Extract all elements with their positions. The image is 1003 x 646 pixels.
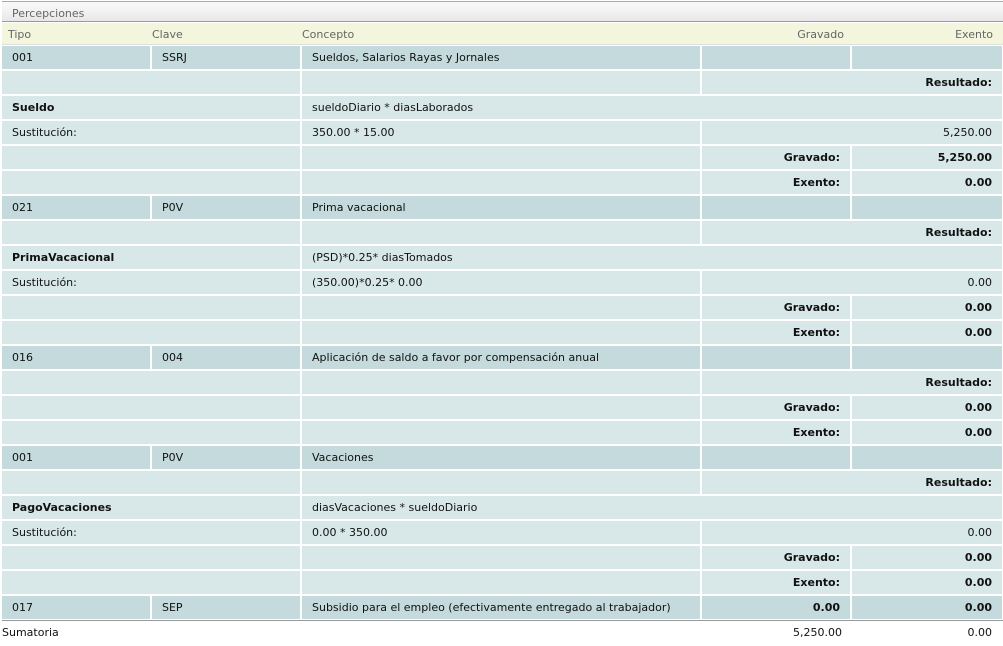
resultado-label: Resultado: — [702, 221, 1002, 244]
resultado-label: Resultado: — [702, 71, 1002, 94]
cell-tipo: 021 — [2, 196, 150, 219]
exento-label: Exento: — [702, 571, 850, 594]
cell-concepto: Subsidio para el empleo (efectivamente e… — [302, 596, 700, 619]
cell-empty — [302, 421, 700, 444]
formula-name: PagoVacaciones — [2, 496, 300, 519]
cell-empty — [302, 221, 700, 244]
cell-exento — [852, 446, 1002, 469]
gravado-label: Gravado: — [702, 296, 850, 319]
column-header-concepto[interactable]: Concepto — [302, 28, 355, 41]
cell-clave: SSRJ — [152, 46, 300, 69]
sumatoria-gravado: 5,250.00 — [793, 626, 842, 639]
cell-gravado — [702, 46, 850, 69]
cell-clave: SEP — [152, 596, 300, 619]
cell-empty — [2, 396, 300, 419]
sustitucion-expression: 350.00 * 15.00 — [302, 121, 700, 144]
cell-empty — [2, 296, 300, 319]
exento-label: Exento: — [702, 171, 850, 194]
gravado-label: Gravado: — [702, 146, 850, 169]
cell-exento — [852, 196, 1002, 219]
divider — [2, 620, 1003, 621]
sumatoria-label: Sumatoria — [2, 626, 59, 639]
column-header-clave[interactable]: Clave — [152, 28, 183, 41]
column-header-gravado[interactable]: Gravado — [797, 28, 844, 41]
gravado-value: 0.00 — [852, 296, 1002, 319]
cell-tipo: 001 — [2, 46, 150, 69]
cell-concepto: Vacaciones — [302, 446, 700, 469]
column-header-exento[interactable]: Exento — [955, 28, 993, 41]
gravado-value: 0.00 — [852, 546, 1002, 569]
cell-empty — [2, 546, 300, 569]
resultado-label: Resultado: — [702, 471, 1002, 494]
cell-empty — [2, 371, 300, 394]
cell-exento: 0.00 — [852, 596, 1002, 619]
cell-exento — [852, 46, 1002, 69]
gravado-label: Gravado: — [702, 396, 850, 419]
cell-empty — [2, 571, 300, 594]
cell-exento — [852, 346, 1002, 369]
cell-clave: P0V — [152, 196, 300, 219]
cell-empty — [2, 146, 300, 169]
gravado-value: 5,250.00 — [852, 146, 1002, 169]
formula-expression: diasVacaciones * sueldoDiario — [302, 496, 1002, 519]
column-header-row: Tipo Clave Concepto Gravado Exento — [2, 23, 1003, 45]
sustitucion-expression: (350.00)*0.25* 0.00 — [302, 271, 700, 294]
cell-empty — [2, 71, 300, 94]
cell-empty — [2, 171, 300, 194]
cell-gravado — [702, 446, 850, 469]
cell-empty — [302, 146, 700, 169]
cell-clave: P0V — [152, 446, 300, 469]
formula-expression: (PSD)*0.25* diasTomados — [302, 246, 1002, 269]
exento-label: Exento: — [702, 421, 850, 444]
panel-title: Percepciones — [2, 1, 1003, 22]
cell-empty — [302, 396, 700, 419]
cell-gravado — [702, 346, 850, 369]
gravado-label: Gravado: — [702, 546, 850, 569]
cell-concepto: Aplicación de saldo a favor por compensa… — [302, 346, 700, 369]
cell-empty — [2, 221, 300, 244]
cell-empty — [302, 546, 700, 569]
cell-empty — [302, 571, 700, 594]
cell-empty — [302, 471, 700, 494]
exento-value: 0.00 — [852, 171, 1002, 194]
cell-tipo: 016 — [2, 346, 150, 369]
cell-empty — [302, 171, 700, 194]
resultado-label: Resultado: — [702, 371, 1002, 394]
exento-value: 0.00 — [852, 321, 1002, 344]
sumatoria-exento: 0.00 — [967, 626, 993, 639]
cell-concepto: Sueldos, Salarios Rayas y Jornales — [302, 46, 700, 69]
sustitucion-label: Sustitución: — [2, 521, 300, 544]
exento-value: 0.00 — [852, 571, 1002, 594]
sustitucion-label: Sustitución: — [2, 271, 300, 294]
cell-gravado — [702, 196, 850, 219]
sustitucion-expression: 0.00 * 350.00 — [302, 521, 700, 544]
gravado-value: 0.00 — [852, 396, 1002, 419]
cell-empty — [2, 421, 300, 444]
column-header-tipo[interactable]: Tipo — [8, 28, 32, 41]
cell-empty — [2, 321, 300, 344]
exento-label: Exento: — [702, 321, 850, 344]
cell-empty — [302, 371, 700, 394]
sustitucion-label: Sustitución: — [2, 121, 300, 144]
cell-tipo: 017 — [2, 596, 150, 619]
cell-gravado: 0.00 — [702, 596, 850, 619]
formula-name: PrimaVacacional — [2, 246, 300, 269]
sustitucion-value: 0.00 — [702, 521, 1002, 544]
sustitucion-value: 0.00 — [702, 271, 1002, 294]
formula-expression: sueldoDiario * diasLaborados — [302, 96, 1002, 119]
cell-empty — [302, 321, 700, 344]
perceptions-table: 001 SSRJ Sueldos, Salarios Rayas y Jornale… — [2, 46, 1002, 619]
cell-tipo: 001 — [2, 446, 150, 469]
cell-empty — [302, 71, 700, 94]
formula-name: Sueldo — [2, 96, 300, 119]
sustitucion-value: 5,250.00 — [702, 121, 1002, 144]
cell-concepto: Prima vacacional — [302, 196, 700, 219]
cell-clave: 004 — [152, 346, 300, 369]
exento-value: 0.00 — [852, 421, 1002, 444]
cell-empty — [302, 296, 700, 319]
cell-empty — [2, 471, 300, 494]
